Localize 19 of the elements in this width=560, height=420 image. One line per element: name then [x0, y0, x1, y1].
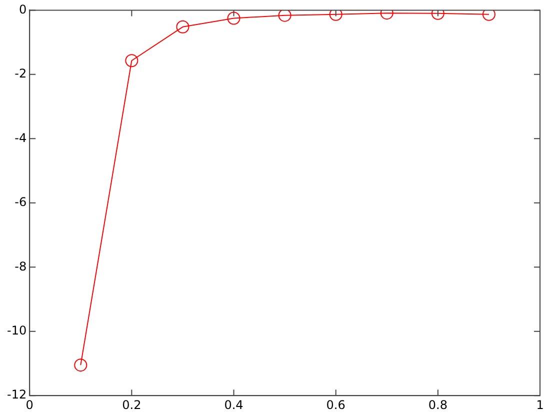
point	[125, 54, 138, 68]
point	[176, 20, 190, 34]
point	[329, 10, 342, 21]
y-tick-label: 0	[18, 2, 27, 16]
x-tick-label: 0.4	[224, 398, 244, 412]
x-tick-label: 0.8	[428, 398, 448, 412]
point	[227, 12, 240, 25]
y-tick-label: -8	[14, 259, 27, 274]
y-tick-label: -6	[14, 195, 27, 210]
y-tick-label: -12	[6, 388, 27, 402]
y-tick-label: -10	[6, 323, 27, 338]
y-tick-label: -2	[14, 66, 27, 81]
y-tick-label: -4	[14, 130, 27, 145]
point	[74, 358, 88, 372]
x-tick-label: 0.2	[122, 398, 142, 412]
point	[482, 10, 496, 21]
x-tick-label: 1	[536, 398, 544, 412]
point	[278, 10, 292, 22]
x-tick-label: 0.6	[326, 398, 346, 412]
